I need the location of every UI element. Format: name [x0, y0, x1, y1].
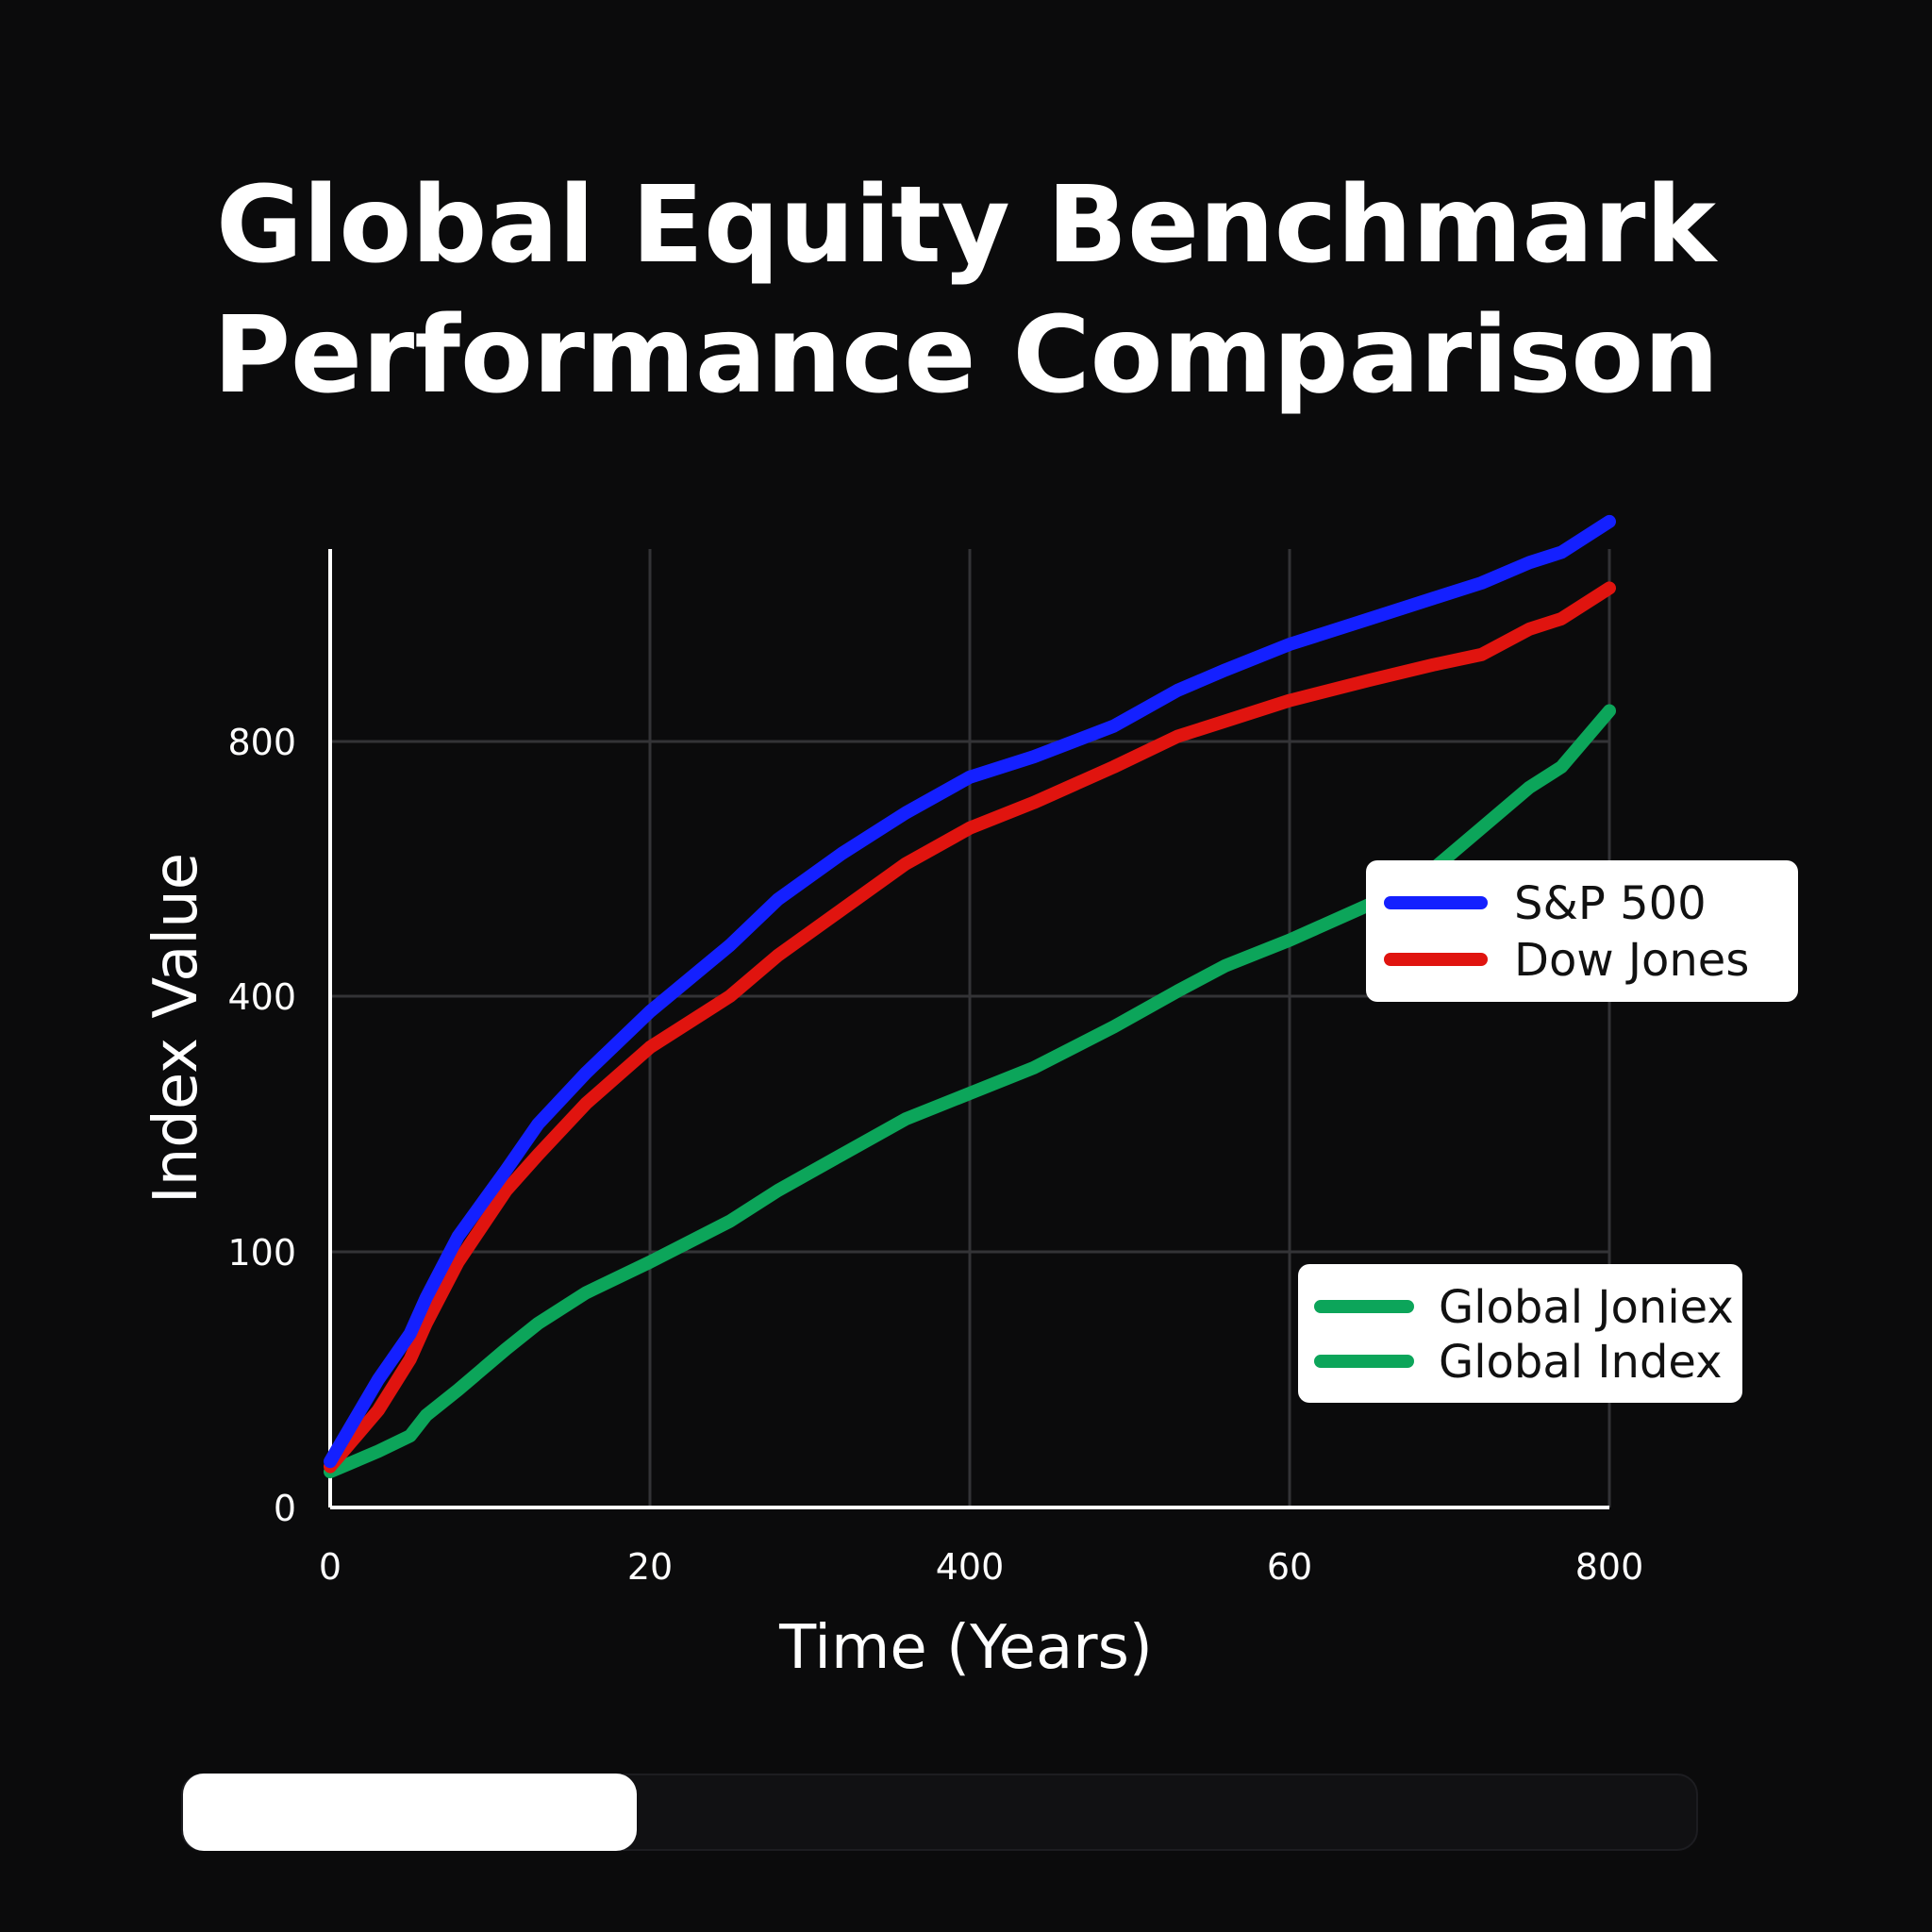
y-tick-label: 400 — [227, 976, 296, 1018]
chart-title-line: Performance Comparison — [213, 294, 1719, 417]
y-tick-label: 800 — [227, 722, 296, 763]
legend-background — [1298, 1264, 1742, 1403]
x-axis-ticks: 0 20 400 60 800 — [319, 1546, 1643, 1588]
x-tick-label: 400 — [936, 1546, 1005, 1588]
chart-axes — [328, 549, 1609, 1509]
legend-label: Dow Jones — [1514, 934, 1749, 987]
legend-background — [1366, 860, 1798, 1002]
y-tick-label: 0 — [274, 1488, 296, 1529]
legend-label: Global Joniex — [1439, 1281, 1734, 1334]
series-line — [324, 581, 1616, 1474]
x-tick-label: 20 — [627, 1546, 673, 1588]
chart-title-line: Global Equity Benchmark — [216, 164, 1718, 287]
x-tick-label: 800 — [1575, 1546, 1644, 1588]
y-axis-label: Index Value — [142, 853, 211, 1204]
scrollbar-thumb[interactable] — [183, 1774, 638, 1851]
x-tick-label: 60 — [1267, 1546, 1312, 1588]
x-tick-label: 0 — [319, 1546, 341, 1588]
y-tick-label: 100 — [227, 1232, 296, 1274]
y-axis-ticks: 0 100 400 800 — [227, 722, 296, 1529]
horizontal-scrollbar[interactable] — [181, 1774, 1698, 1851]
series-line — [324, 514, 1616, 1469]
legend-label: Global Index — [1439, 1336, 1723, 1389]
x-axis-label: Time (Years) — [778, 1613, 1153, 1683]
legend-label: S&P 500 — [1514, 877, 1707, 930]
